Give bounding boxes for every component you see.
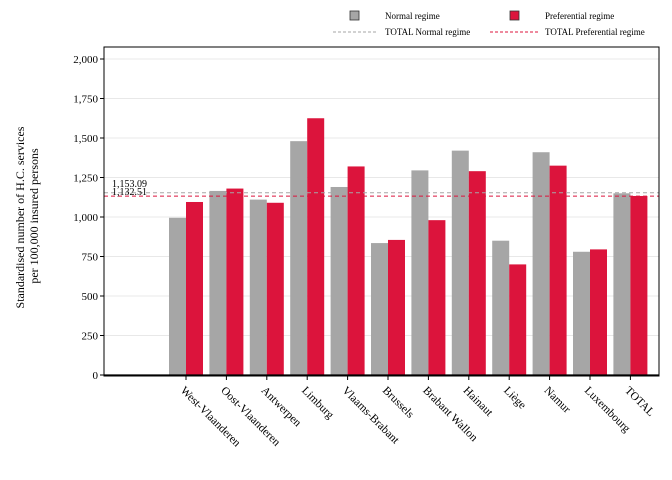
y-tick-label: 250: [82, 331, 99, 343]
bar-normal-regime: [290, 141, 308, 375]
x-tick-label: Liège: [501, 385, 528, 412]
bar-preferential-regime: [590, 249, 607, 375]
legend-label-total-normal: TOTAL Normal regime: [385, 27, 470, 37]
y-tick-label: 500: [82, 291, 99, 303]
y-tick-label: 2,000: [73, 54, 98, 66]
bar-normal-regime: [532, 152, 550, 375]
bar-normal-regime: [371, 243, 388, 375]
x-tick-label: TOTAL: [622, 385, 656, 419]
bar-preferential-regime: [549, 165, 567, 375]
bar-normal-regime: [573, 251, 590, 375]
reference-label-total-normal: 1,153.09: [112, 179, 147, 190]
bar-preferential-regime: [226, 188, 244, 375]
bar-normal-regime: [169, 217, 186, 375]
reference-label-total-preferential: 1,132.51: [112, 187, 147, 198]
y-tick-label: 1,750: [73, 94, 98, 106]
y-axis-title-line1: Standardised number of H.C. services: [13, 126, 27, 308]
x-tick-label: Hainaut: [461, 385, 496, 420]
bar-preferential-regime: [509, 264, 527, 375]
bar-normal-regime: [411, 170, 429, 375]
y-tick-label: 0: [93, 370, 99, 382]
bar-normal-regime: [451, 150, 469, 375]
bars: [169, 118, 648, 375]
bar-preferential-regime: [428, 220, 446, 375]
bar-preferential-regime: [630, 195, 648, 375]
y-axis-title: Standardised number of H.C. services per…: [13, 124, 41, 309]
legend: Normal regime Preferential regime TOTAL …: [333, 10, 645, 37]
reference-lines: 1,153.091,132.51: [104, 179, 659, 198]
legend-swatch-normal: [349, 10, 360, 21]
legend-swatch-preferential: [509, 10, 520, 21]
y-tick-label: 1,000: [73, 212, 98, 224]
y-axis-title-line2: per 100,000 insured persons: [27, 148, 41, 284]
legend-label-normal: Normal regime: [385, 11, 440, 21]
legend-label-preferential: Preferential regime: [545, 11, 614, 21]
bar-preferential-regime: [347, 166, 365, 375]
legend-label-total-preferential: TOTAL Preferential regime: [545, 27, 645, 37]
bar-normal-regime: [330, 186, 348, 375]
y-tick-label: 750: [82, 252, 99, 264]
x-tick-label: Limburg: [299, 385, 336, 422]
y-axis-ticks: 0 250 500 750 1,000 1,250 1,500 1,750 2,000: [73, 54, 104, 382]
bar-normal-regime: [492, 240, 510, 375]
bar-preferential-regime: [388, 239, 405, 375]
bar-preferential-regime: [186, 201, 203, 375]
x-tick-label: Namur: [541, 385, 572, 416]
bar-normal-regime: [209, 190, 227, 375]
y-tick-label: 1,250: [73, 173, 98, 185]
x-axis-ticks: West-VlaanderenOost-VlaanderenAntwerpenL…: [178, 375, 657, 450]
bar-preferential-regime: [266, 202, 284, 375]
bar-normal-regime: [613, 193, 631, 375]
y-tick-label: 1,500: [73, 133, 98, 145]
bar-normal-regime: [249, 199, 267, 375]
bar-preferential-regime: [307, 118, 325, 375]
plot-frame: [103, 46, 660, 377]
x-tick-label: Brussels: [380, 385, 416, 421]
bar-preferential-regime: [468, 171, 486, 375]
